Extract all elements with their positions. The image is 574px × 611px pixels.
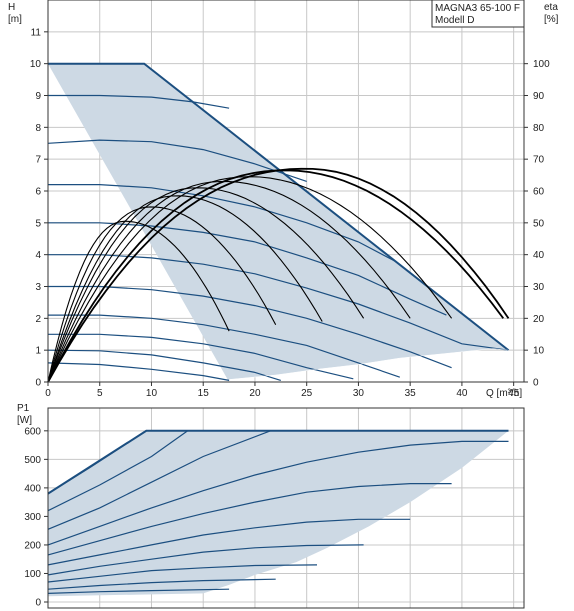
y2-tick-label: 60 [533,187,545,198]
y-tick-label: 5 [35,218,41,229]
efficiency-curve [47,187,365,383]
power-operating-region [47,429,509,597]
y2-tick-label: 90 [533,91,545,102]
min-region-edge [229,348,509,380]
y-tick-label: 1 [35,346,41,357]
efficiency-curve [47,206,277,383]
power-y-tick-label: 500 [24,455,41,466]
power-y-tick-label: 0 [35,598,41,609]
head-curve [48,285,452,369]
power-y-axis-unit: [W] [17,415,32,426]
model-variant: Modell D [435,15,474,26]
head-curve [48,254,509,351]
head-ticks: 0 5 10 15 20 25 30 35 40 450123456789101101020304… [30,27,550,399]
power-y-tick-label: 600 [24,426,41,437]
power-curve [47,544,364,576]
head-curves [47,94,509,381]
x-tick-label: 45 [508,388,520,399]
efficiency-curve [47,195,323,383]
y2-tick-label: 0 [533,378,539,389]
y-tick-label: 2 [35,314,41,325]
y-tick-label: 11 [31,27,42,38]
y-tick-label: 8 [35,123,41,134]
y2-tick-label: 70 [533,155,545,166]
power-y-axis-label: P1 [17,403,30,414]
head-curve [48,94,230,109]
y2-axis-unit: [%] [544,14,559,25]
power-y-tick-label: 100 [24,569,41,580]
y2-tick-label: 40 [533,250,545,261]
y2-tick-label: 30 [533,282,545,293]
y-tick-label: 4 [35,250,41,261]
efficiency-curves [47,167,510,383]
model-name: MAGNA3 65-100 F [435,3,520,14]
model-title-box: MAGNA3 65-100 F Modell D [431,0,525,28]
power-curve [47,578,276,590]
y-tick-label: 3 [35,282,41,293]
power-ticks: 0 100 200 300 400 500 600 [24,426,48,609]
power-y-tick-label: 300 [24,512,41,523]
efficiency-curve [47,180,411,383]
power-y-tick-label: 200 [24,540,41,551]
y2-tick-label: 20 [533,314,545,325]
max-head-curve [48,62,510,351]
x-tick-label: 25 [301,388,313,399]
head-curve [47,349,281,381]
power-curve [47,518,411,566]
power-curve [47,430,189,512]
power-chart: 0 100 200 300 400 500 600 P1 [W] [17,403,525,609]
head-curve [48,222,447,316]
y-axis-unit: [m] [8,14,22,25]
x-axis-label: Q [m³/h] [486,388,522,399]
power-curve [47,430,271,530]
x-tick-label: 40 [456,388,468,399]
y-axis-label: H [8,2,15,13]
x-tick-label: 0 [45,388,51,399]
head-efficiency-chart: 0 5 10 15 20 25 30 35 40 450123456789101101020304… [8,0,559,399]
power-curves [47,430,509,594]
x-tick-label: 10 [146,388,158,399]
x-tick-label: 30 [353,388,365,399]
y-tick-label: 7 [35,155,41,166]
y-tick-label: 9 [35,91,41,102]
power-curve [47,483,452,556]
x-tick-label: 15 [198,388,210,399]
power-plot-frame [47,407,525,609]
efficiency-curve [47,167,510,383]
x-tick-label: 35 [405,388,417,399]
power-curve [47,430,147,495]
y2-tick-label: 10 [533,346,545,357]
power-y-tick-label: 400 [24,483,41,494]
power-region-fill [48,430,509,597]
power-curve [47,440,509,546]
head-curve [48,184,395,262]
y2-tick-label: 100 [533,59,550,70]
x-tick-label: 20 [249,388,261,399]
y-tick-label: 10 [30,59,42,70]
head-curve [47,139,307,182]
y2-tick-label: 80 [533,123,545,134]
y2-tick-label: 50 [533,218,545,229]
head-curve [48,314,400,378]
y-tick-label: 6 [35,187,41,198]
power-curve [47,564,318,583]
x-tick-label: 5 [97,388,103,399]
y-tick-label: 0 [35,378,41,389]
y2-axis-label: eta [544,2,558,13]
power-curve [47,588,230,594]
head-curve [48,333,354,380]
head-curve [47,362,230,381]
